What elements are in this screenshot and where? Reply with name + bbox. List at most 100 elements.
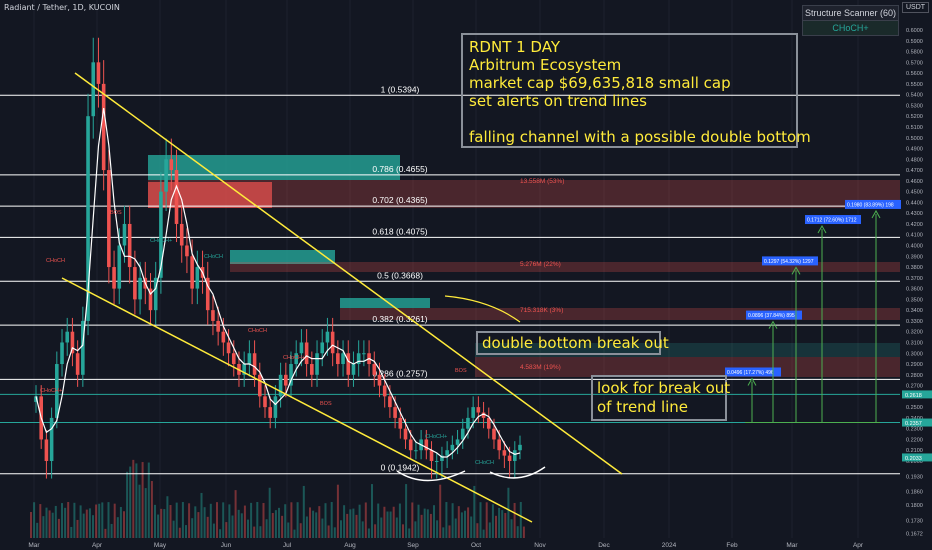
volume-bar (374, 524, 377, 538)
candle-body (55, 364, 59, 418)
volume-bar (361, 521, 364, 538)
currency-badge[interactable]: USDT (902, 2, 930, 13)
volume-bar (30, 512, 32, 538)
volume-bar (54, 505, 57, 538)
volume-bar (116, 517, 119, 538)
y-tick-label: 0.3900 (906, 254, 923, 260)
candle-body (91, 62, 96, 117)
candle-body (424, 439, 429, 451)
volume-bar (340, 520, 342, 538)
candle-body (257, 374, 262, 397)
volume-bar (138, 484, 141, 538)
volume-bar (402, 524, 404, 538)
volume-bar (324, 503, 327, 538)
candle-body (403, 428, 408, 440)
candle-body (242, 364, 246, 375)
volume-bar (522, 526, 525, 538)
analysis-note-lookfor[interactable]: look for break out of trend line (591, 375, 730, 421)
candle-body (205, 277, 210, 311)
target-label-bg (725, 367, 781, 377)
y-tick-label: 0.5500 (906, 82, 923, 88)
candle-body (96, 62, 101, 84)
zone-label: 4.583M (19%) (520, 364, 561, 371)
volume-bar (85, 509, 88, 538)
target-label-bg (762, 256, 818, 266)
volume-bar (281, 515, 284, 538)
volume-bar (73, 502, 76, 538)
target-label-bg (805, 215, 861, 225)
y-tick-label: 0.1930 (906, 474, 923, 480)
volume-bar (175, 502, 178, 538)
volume-bar (343, 505, 346, 538)
target-label: 0.0896 (37.84%) 895 (748, 313, 795, 319)
candle-body (86, 116, 90, 321)
x-tick-label: Jun (221, 542, 232, 549)
x-tick-label: Dec (598, 542, 610, 549)
volume-bar (126, 471, 129, 538)
volume-bar (206, 516, 209, 538)
volume-bar (250, 502, 253, 538)
volume-bar (278, 507, 280, 538)
volume-bar (98, 503, 101, 538)
zone (340, 298, 430, 308)
candle-body (112, 267, 116, 289)
volume-bar (237, 509, 240, 538)
y-tick-label: 0.1672 (906, 531, 923, 537)
volume-bar (253, 526, 256, 538)
volume-bar (460, 512, 463, 538)
trend-lines (61, 72, 623, 523)
volume-bar (495, 515, 497, 538)
candle-body (486, 417, 491, 429)
volume-bar (262, 502, 265, 538)
x-tick-label: Sep (407, 542, 419, 549)
volume-bar (408, 528, 411, 538)
volume-bar (448, 525, 451, 538)
volume-bar (39, 504, 42, 538)
y-tick-label: 0.2200 (906, 437, 923, 443)
volume-bar (234, 490, 237, 538)
candle-body (164, 159, 168, 192)
volume-bar (504, 513, 507, 538)
candle-body (408, 439, 413, 451)
candle-body (289, 364, 293, 386)
candle-body (153, 277, 158, 311)
candle-body (268, 407, 272, 418)
structure-scanner-panel[interactable]: Structure Scanner (60) CHoCH+ (802, 5, 899, 36)
candle-body (315, 353, 319, 375)
volume-bar (305, 516, 308, 538)
volume-bar (519, 502, 522, 538)
volume-bar (42, 516, 45, 538)
candle-body (190, 256, 194, 289)
moving-average (35, 108, 521, 458)
volume-bar (95, 504, 98, 538)
x-tick-label: Mar (786, 542, 798, 549)
volume-bar (147, 462, 150, 538)
target-label: 0.1980 (83.89%) 198 (847, 202, 894, 208)
price-tag (902, 418, 932, 427)
volume-bar (482, 529, 485, 538)
volume-bar (470, 516, 473, 538)
volume-bar (150, 481, 153, 538)
volume-bar (113, 503, 116, 538)
y-tick-label: 0.2300 (906, 427, 923, 433)
volume-bar (231, 515, 234, 538)
volume-bar (327, 525, 330, 538)
volume-bar (243, 505, 246, 538)
volume-bar (135, 463, 138, 538)
volume-bar (513, 502, 516, 538)
volume-bars (30, 459, 525, 538)
analysis-note-main[interactable]: RDNT 1 DAY Arbitrum Ecosystem market cap… (461, 33, 811, 148)
volume-bar (364, 502, 367, 538)
volume-bar (216, 502, 218, 538)
y-tick-label: 0.5800 (906, 50, 923, 56)
candle-body (351, 364, 356, 375)
structure-label: BOS (320, 401, 332, 407)
volume-bar (45, 507, 48, 538)
y-tick-label: 0.2700 (906, 384, 923, 390)
target-label-bg (746, 310, 802, 320)
analysis-note-breakout[interactable]: double bottom break out (476, 331, 669, 355)
volume-bar (64, 507, 67, 538)
volume-bar (160, 508, 163, 538)
volume-bar (355, 514, 358, 538)
